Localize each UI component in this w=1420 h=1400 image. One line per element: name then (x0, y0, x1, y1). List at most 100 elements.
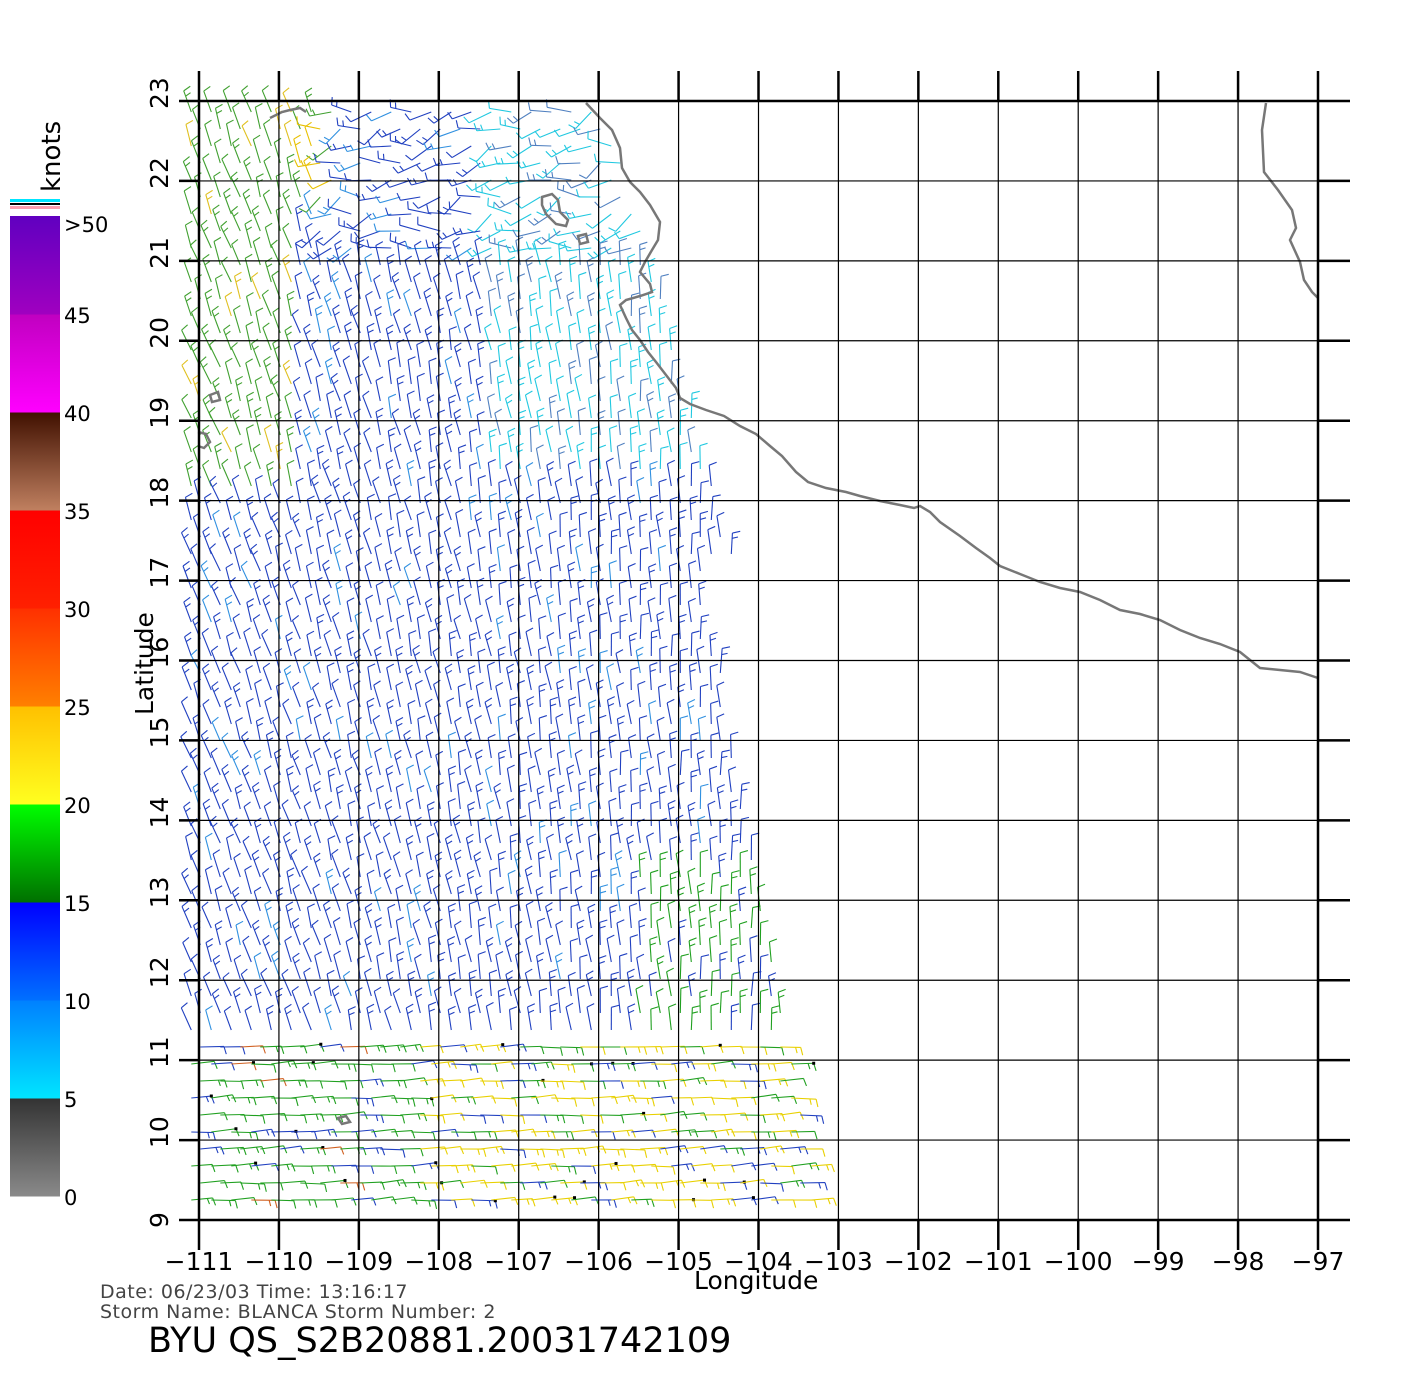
wind-barb (557, 986, 566, 1014)
wind-barb (240, 900, 252, 929)
colorbar-tick-label: >50 (64, 213, 108, 237)
wind-barb (417, 476, 426, 504)
wind-barb (311, 1128, 338, 1137)
wind-barb (474, 749, 483, 776)
wind-barb (477, 648, 486, 674)
wind-barb (697, 715, 707, 742)
wind-barb (184, 492, 193, 521)
wind-barb (716, 681, 725, 708)
wind-barb (376, 952, 385, 980)
wind-barb (212, 849, 221, 878)
colorbar-tick-label: 40 (64, 402, 91, 426)
wind-barb (293, 134, 301, 164)
colorbar-tick-label: 5 (64, 1088, 77, 1112)
wind-barb (549, 696, 558, 725)
wind-barb (569, 869, 579, 895)
wind-barb (484, 253, 493, 283)
date-time-line: Date: 06/23/03 Time: 13:16:17 (100, 1281, 408, 1303)
wind-barb (453, 545, 462, 572)
wind-barb (568, 360, 577, 385)
wind-barb (454, 342, 462, 368)
wind-barb (608, 560, 617, 589)
wind-barb (200, 1112, 228, 1121)
wind-barb (651, 1165, 676, 1175)
wind-barb (678, 613, 687, 640)
wind-barb (222, 972, 232, 997)
wind-barb (607, 495, 616, 521)
wind-barb (570, 802, 579, 827)
wind-barb (626, 968, 635, 997)
wind-barb (286, 290, 295, 317)
wind-barb (214, 103, 223, 130)
wind-barb (241, 120, 252, 147)
wind-barb (659, 851, 668, 878)
wind-barb (509, 696, 518, 725)
wind-barb (353, 579, 362, 606)
wind-barb (262, 322, 272, 351)
wind-barb (454, 476, 463, 504)
wind-barb (235, 920, 244, 946)
wind-barb (200, 1045, 227, 1055)
wind-barb (738, 886, 747, 912)
wind-barb (708, 903, 718, 929)
wind-barb (428, 459, 437, 487)
lon-tick-label: −109 (325, 1247, 394, 1276)
wind-barb (391, 1097, 416, 1107)
wind-barb (577, 648, 587, 674)
wind-barb (426, 801, 435, 827)
wind-barb (467, 528, 476, 555)
wind-barb (707, 525, 716, 555)
wind-barb (264, 529, 273, 555)
wind-barb (667, 800, 676, 827)
wind-barb (485, 1001, 494, 1031)
wind-barb (231, 1161, 260, 1171)
wind-barb (646, 733, 655, 759)
wind-barb (471, 1199, 498, 1209)
wind-barb (374, 543, 383, 572)
wind-barb (324, 426, 333, 453)
wind-barb (396, 509, 405, 538)
wind-barb (212, 204, 221, 232)
wind-barb (451, 1131, 477, 1141)
wind-barb (333, 509, 342, 538)
wind-barb (688, 937, 697, 963)
mexico-coastline (585, 102, 1319, 680)
colorbar-tick-label: 20 (64, 794, 91, 818)
wind-barb (375, 407, 384, 436)
wind-barb (509, 904, 518, 929)
wind-barb (638, 443, 647, 470)
wind-barb (811, 1197, 837, 1206)
wind-barb (678, 919, 687, 946)
wind-barb (616, 715, 625, 742)
wind-barb (587, 903, 596, 929)
wind-barb (687, 972, 696, 997)
wind-barb (231, 886, 241, 912)
wind-barb (768, 938, 778, 963)
wind-barb (575, 543, 584, 572)
wind-barb (387, 393, 397, 419)
wind-barb (284, 325, 292, 351)
wind-barb (488, 563, 497, 589)
wind-barb (484, 630, 493, 657)
wind-barb (394, 749, 402, 776)
wind-barb (444, 834, 453, 861)
wind-barb (406, 595, 415, 623)
wind-barb (680, 1046, 705, 1055)
wind-barb (444, 495, 452, 521)
wind-barb (578, 781, 587, 810)
wind-barb (671, 1061, 696, 1070)
wind-barb (630, 801, 640, 827)
wind-barb (588, 833, 597, 861)
colorbar-band (10, 412, 60, 511)
wind-barb (547, 496, 556, 521)
colorbar-band (10, 1098, 60, 1197)
wind-barb (345, 562, 354, 589)
wind-barb (181, 901, 192, 929)
wind-barb (679, 985, 689, 1014)
wind-barb (324, 1004, 332, 1031)
wind-barb (220, 1181, 244, 1190)
wind-barb (600, 1114, 625, 1124)
wind-barb (615, 649, 624, 674)
wind-barb (628, 392, 637, 419)
